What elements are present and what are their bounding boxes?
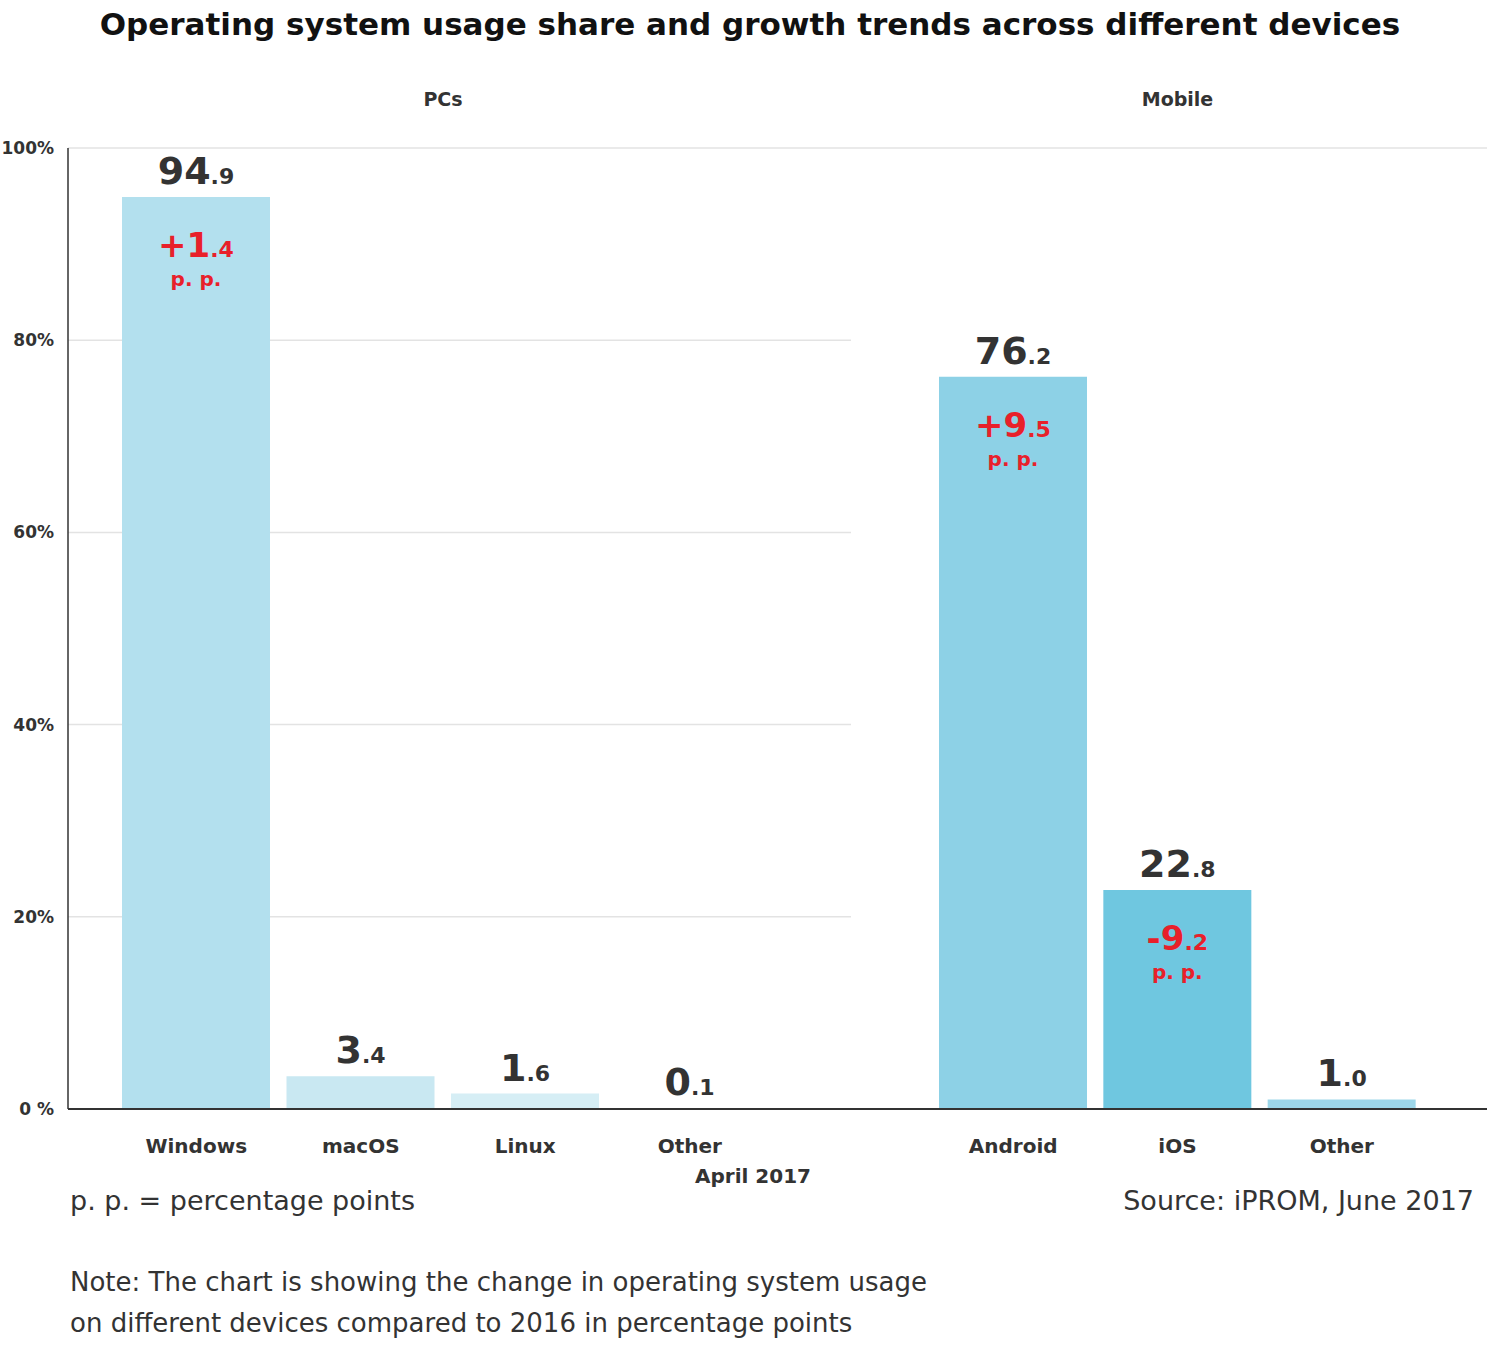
svg-text:iOS: iOS xyxy=(1158,1134,1196,1158)
svg-text:p. p.: p. p. xyxy=(1152,960,1203,984)
html-text:on different devices compared: on different devices compared to 2016 in… xyxy=(70,1308,853,1338)
svg-text:Windows: Windows xyxy=(145,1134,247,1158)
svg-text:Android: Android xyxy=(969,1134,1058,1158)
svg-text:-9.2: -9.2 xyxy=(1147,918,1208,958)
svg-text:1.0: 1.0 xyxy=(1317,1051,1367,1095)
svg-text:22.8: 22.8 xyxy=(1139,842,1216,886)
html-text:p. p. = percentage points: p. p. = percentage points xyxy=(70,1185,415,1216)
svg-text:0 %: 0 % xyxy=(19,1099,54,1119)
svg-text:100%: 100% xyxy=(8,138,54,158)
html-text:Source: iPROM, June 2017: Source: iPROM, June 2017 xyxy=(1123,1185,1474,1216)
svg-text:20%: 20% xyxy=(13,907,54,927)
svg-text:Other: Other xyxy=(1310,1134,1374,1158)
html-text:Mobile: Mobile xyxy=(1141,88,1214,110)
svg-text:macOS: macOS xyxy=(322,1134,400,1158)
svg-text:Linux: Linux xyxy=(495,1134,556,1158)
svg-text:p. p.: p. p. xyxy=(988,447,1039,471)
svg-text:76.2: 76.2 xyxy=(975,329,1052,373)
svg-text:p. p.: p. p. xyxy=(171,267,222,291)
svg-text:94.9: 94.9 xyxy=(158,149,235,193)
svg-text:+1.4: +1.4 xyxy=(158,225,234,265)
svg-text:60%: 60% xyxy=(13,522,54,542)
svg-text:40%: 40% xyxy=(13,715,54,735)
svg-text:Other: Other xyxy=(658,1134,722,1158)
html-text:PCs: PCs xyxy=(423,88,463,110)
svg-text:3.4: 3.4 xyxy=(335,1028,385,1072)
svg-text:80%: 80% xyxy=(13,330,54,350)
html-text:April 2017: April 2017 xyxy=(695,1164,811,1188)
html-text:Note: The chart is showing the: Note: The chart is showing the change in… xyxy=(70,1267,927,1297)
svg-text:1.6: 1.6 xyxy=(500,1046,550,1090)
html-text:Operating system usage share a: Operating system usage share and growth … xyxy=(99,6,1401,42)
svg-text:+9.5: +9.5 xyxy=(975,405,1051,445)
svg-text:0.1: 0.1 xyxy=(664,1060,714,1104)
